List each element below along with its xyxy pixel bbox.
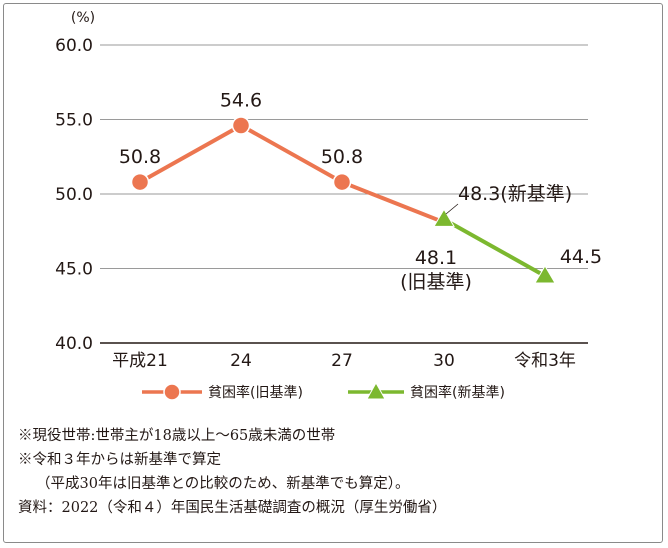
x-tick-labels: 平成21 24 27 30 令和3年 [112,351,576,371]
data-label-old: 50.8 [119,146,161,168]
data-label-old: 54.6 [220,89,262,111]
x-tick-label: 27 [331,351,353,371]
source-note: 資料：2022（令和４）年国民生活基礎調査の概況（厚生労働省） [18,500,447,516]
series-lines [130,116,556,284]
y-axis-unit: (%) [71,10,95,26]
legend-item-new: 貧困率(新基準) [348,382,505,402]
grid-lines [100,44,588,344]
y-tick-label: 50.0 [55,185,93,205]
y-tick-labels: 60.0 55.0 50.0 45.0 40.0 (%) [55,10,95,354]
x-tick-label: 平成21 [112,351,168,371]
data-label-old: 48.1 [415,247,457,269]
x-tick-label: 30 [433,351,455,371]
y-tick-label: 45.0 [55,260,93,280]
legend-swatch-new [348,382,404,400]
legend-label-new: 貧困率(新基準) [410,385,505,401]
series-line-new [443,217,546,278]
note-1: ※現役世帯:世帯主が18歳以上〜65歳未満の世帯 [18,428,336,444]
footnotes: ※現役世帯:世帯主が18歳以上〜65歳未満の世帯 ※令和３年からは新基準で算定 … [18,424,446,520]
data-label-new: 44.5 [560,246,602,268]
y-tick-label: 55.0 [55,111,93,131]
x-tick-label: 24 [230,351,252,371]
data-labels: 50.8 54.6 50.8 48.1(旧基準) 48.3(新基準) 44.5 [119,89,602,293]
data-point-new [433,208,455,227]
note-2: ※令和３年からは新基準で算定 [18,452,221,468]
data-point-old [231,116,251,135]
chart-frame [3,3,663,543]
y-tick-label: 40.0 [55,334,93,354]
leader-line [445,203,459,215]
note-3: （平成30年は旧基準との比較のため、新基準でも算定）。 [36,476,410,492]
line-chart: 60.0 55.0 50.0 45.0 40.0 (%) 平成21 24 27 30 令和3年 5… [55,10,602,371]
legend-swatch-old [142,383,202,401]
data-point-new [534,264,556,284]
data-point-old [130,172,150,192]
data-point-old [332,172,352,192]
legend-label-old: 貧困率(旧基準) [208,385,303,401]
data-label-new: 48.3(新基準) [458,183,572,205]
y-tick-label: 60.0 [55,36,93,56]
data-label-old-note: (旧基準) [400,271,472,293]
series-line-old [139,123,445,225]
legend: 貧困率(旧基準) 貧困率(新基準) [0,382,668,406]
x-tick-label: 令和3年 [514,351,576,371]
data-label-old: 50.8 [321,146,363,168]
legend-item-old: 貧困率(旧基準) [142,382,303,402]
